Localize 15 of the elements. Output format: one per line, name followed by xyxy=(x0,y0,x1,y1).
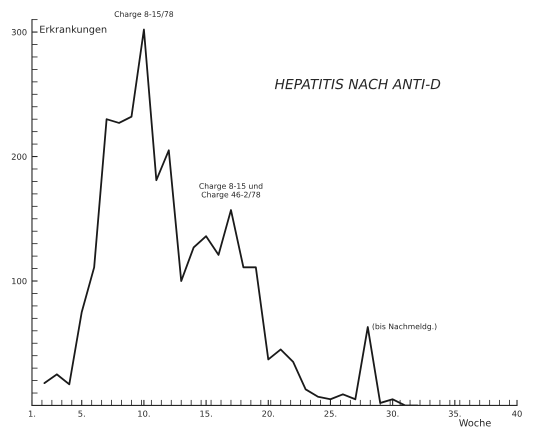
y-tick-label: 300 xyxy=(12,29,27,36)
y-tick-label: 100 xyxy=(12,278,27,284)
x-tick-label: 10. xyxy=(138,410,150,417)
x-tick-label: 1. xyxy=(28,410,36,417)
y-tick-label: 200 xyxy=(12,154,27,160)
x-tick-label: 35. xyxy=(448,410,461,417)
x-tick-label: 20. xyxy=(262,410,274,417)
x-tick-label: 25. xyxy=(324,410,336,417)
text: HEPATITIS NACH ANTI-D xyxy=(274,78,440,90)
x-tick-label: 30. xyxy=(386,410,398,417)
x-tick-label: 5. xyxy=(78,410,85,417)
y-axis-title: Erkrankungen xyxy=(40,25,106,35)
x-tick-label: 15. xyxy=(200,410,212,417)
x-axis-title: Woche xyxy=(459,418,491,427)
x-tick-label: 40 xyxy=(512,410,522,417)
